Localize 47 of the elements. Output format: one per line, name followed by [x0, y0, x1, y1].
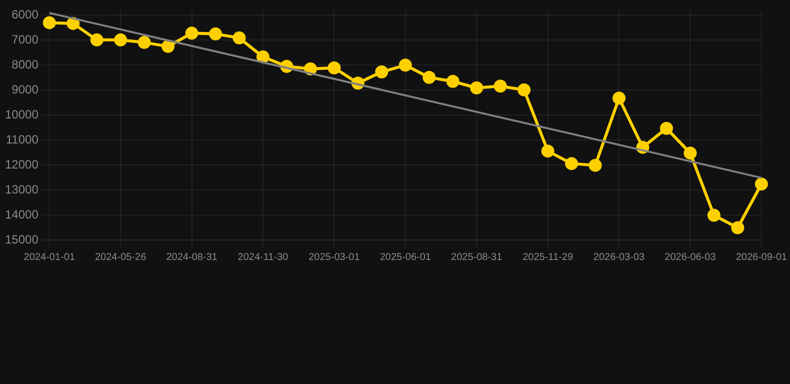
point	[114, 33, 128, 46]
point	[707, 208, 720, 222]
x-tick-label: 2026-06-03	[664, 252, 716, 263]
y-tick-label: 13000	[4, 182, 39, 196]
x-tick-label: 2025-11-29	[522, 252, 574, 263]
point	[398, 58, 412, 72]
x-tick-label: 2026-09-01	[736, 252, 788, 263]
x-tick-label: 2026-03-03	[593, 252, 646, 263]
point	[494, 80, 507, 93]
point	[754, 178, 768, 191]
y-tick-label: 6000	[12, 8, 39, 22]
y-tick-label: 7000	[12, 32, 39, 46]
point	[232, 31, 246, 44]
point	[90, 33, 104, 46]
x-tick-label: 2024-05-26	[94, 252, 147, 263]
x-tick-label: 2025-08-31	[451, 252, 503, 263]
y-tick-label: 14000	[4, 207, 39, 222]
point	[660, 122, 673, 135]
point	[256, 50, 270, 64]
y-tick-label: 15000	[4, 232, 39, 246]
x-tick-label: 2024-11-30	[238, 252, 289, 263]
point	[470, 81, 484, 94]
x-tick-label: 2025-06-01	[380, 252, 432, 263]
point	[375, 65, 388, 78]
point	[162, 40, 175, 53]
point	[422, 70, 436, 84]
point	[518, 83, 531, 96]
point	[612, 92, 626, 105]
point	[565, 157, 578, 170]
point	[731, 221, 744, 234]
point	[684, 146, 697, 160]
point	[328, 61, 341, 74]
y-tick-label: 8000	[12, 57, 39, 72]
point	[66, 16, 80, 30]
point	[138, 36, 151, 49]
y-tick-label: 12000	[4, 157, 39, 172]
x-tick-label: 2025-03-01	[308, 252, 360, 263]
point	[446, 74, 460, 88]
point	[588, 158, 602, 172]
y-tick-label: 9000	[12, 82, 39, 96]
y-tick-label: 10000	[4, 107, 39, 122]
x-tick-label: 2024-08-31	[166, 252, 218, 263]
point	[185, 26, 198, 40]
point	[209, 27, 222, 40]
x-tick-label: 2024-01-01	[24, 252, 76, 263]
point	[541, 144, 554, 158]
y-tick-label: 11000	[6, 132, 39, 146]
